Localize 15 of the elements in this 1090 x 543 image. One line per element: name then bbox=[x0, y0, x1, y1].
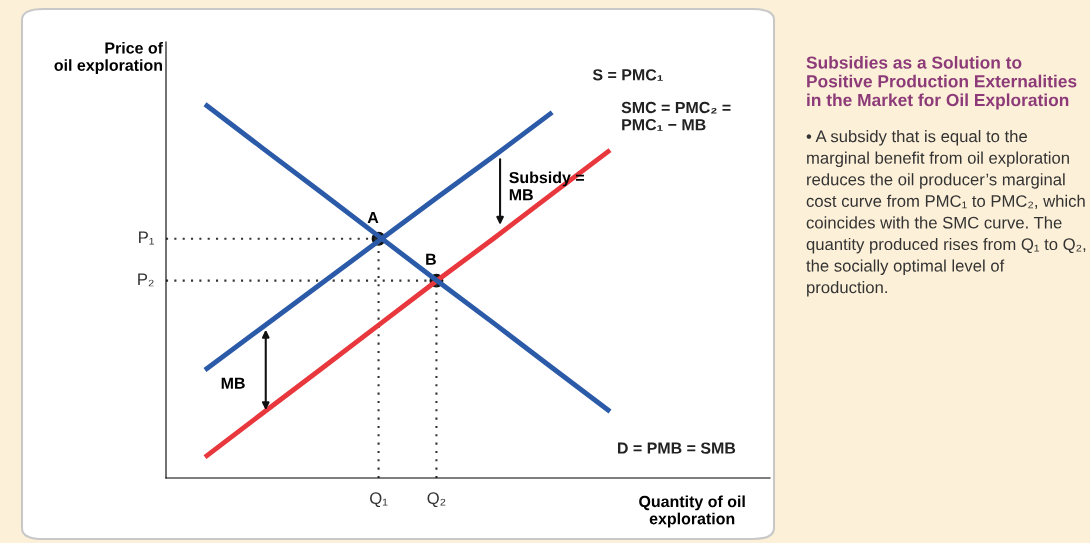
annotation: A bbox=[367, 211, 379, 223]
x-tick-label: Q₂ bbox=[427, 492, 446, 508]
x-tick-label: Q₁ bbox=[370, 492, 388, 508]
y-axis-title: Price of oil exploration bbox=[54, 42, 164, 75]
annotation: Subsidy = MB bbox=[509, 171, 584, 201]
ref-line-label: P₂ bbox=[138, 273, 154, 287]
text: D = PMB = SMB bbox=[618, 442, 736, 454]
text: • A subsidy that is equal to the marginal benefit from oil exploration reduces the oil producer’s marginal cost curve from PMC₁ to PMC₂, which coincides with the SMC curve. The quantity produced rises from Q₁ to Q₂, the socially optimal level of production. bbox=[806, 130, 1086, 297]
text: Subsidies as a Solution to Positive Production Externalities in the Market for Oil Exploration bbox=[806, 56, 1077, 110]
series-label: SMC = PMC₂ = PMC₁ − MB bbox=[621, 101, 731, 131]
ref-line-label: P₁ bbox=[139, 231, 154, 245]
annotation: MB bbox=[221, 377, 245, 389]
text: S = PMC₁ bbox=[592, 69, 663, 81]
x-axis-title: Quantity of oil exploration bbox=[639, 495, 745, 528]
annotation: B bbox=[426, 253, 436, 265]
